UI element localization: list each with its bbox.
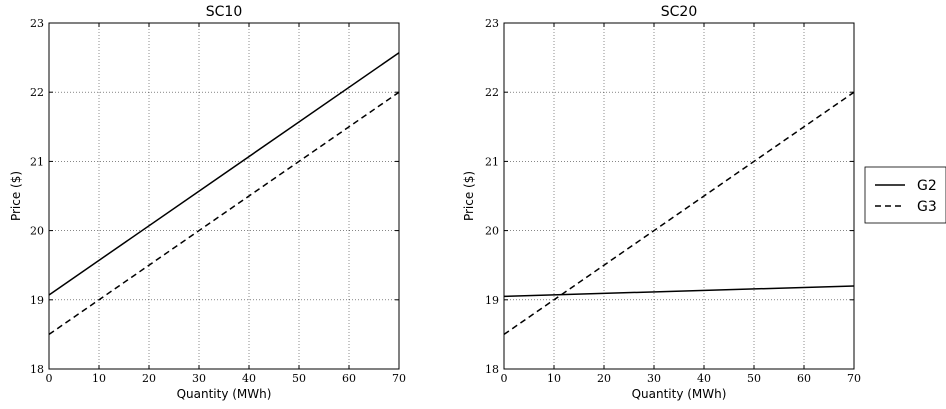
legend-frame: [864, 166, 946, 224]
y-tick-label: 21: [485, 155, 499, 168]
plot-frame: [48, 22, 400, 370]
x-tick-label: 50: [747, 372, 761, 385]
y-axis-label: Price ($): [462, 171, 476, 221]
plot-area: 0 10 20 30 40 50 60 70 18 19 20 21 22 23: [30, 17, 406, 385]
y-tick-label: 22: [485, 86, 499, 99]
x-tick-label: 30: [647, 372, 661, 385]
x-tick-label: 50: [292, 372, 306, 385]
x-tick-label: 60: [797, 372, 811, 385]
series-line-g3: [503, 91, 855, 336]
legend-label-g2: G2: [917, 178, 937, 194]
series-line-g2: [503, 285, 855, 298]
x-tick-label: 0: [46, 372, 53, 385]
chart-title: SC10: [206, 4, 242, 20]
x-tick-label: 40: [242, 372, 256, 385]
series-line-g3: [48, 91, 400, 336]
plot-area: 0 10 20 30 40 50 60 70 18 19 20 21 22 23: [485, 17, 861, 385]
x-tick-label: 30: [192, 372, 206, 385]
series-line-g2: [48, 52, 400, 296]
chart-sc20: SC20 Quantity (MWh) Price ($) 0 10 20 30 40 5…: [462, 4, 861, 401]
y-axis-label: Price ($): [9, 171, 23, 221]
x-tick-label: 20: [142, 372, 156, 385]
legend-label-g3: G3: [917, 199, 937, 215]
y-tick-label: 21: [30, 155, 44, 168]
plot-frame: [503, 22, 855, 370]
x-tick-label: 0: [501, 372, 508, 385]
x-tick-label: 60: [342, 372, 356, 385]
chart-title: SC20: [661, 4, 697, 20]
y-tick-label: 22: [30, 86, 44, 99]
x-axis-label: Quantity (MWh): [177, 387, 272, 401]
y-tick-label: 20: [485, 225, 499, 238]
x-tick-label: 70: [392, 372, 406, 385]
x-tick-label: 20: [597, 372, 611, 385]
y-tick-label: 19: [485, 294, 499, 307]
y-tick-label: 19: [30, 294, 44, 307]
chart-sc10: SC10 Quantity (MWh) Price ($) 0 10 20 30 40 5…: [9, 4, 406, 401]
x-tick-label: 10: [547, 372, 561, 385]
x-tick-label: 70: [847, 372, 861, 385]
y-tick-label: 20: [30, 225, 44, 238]
y-tick-label: 18: [30, 363, 44, 376]
y-tick-label: 23: [30, 17, 44, 30]
y-tick-label: 23: [485, 17, 499, 30]
y-tick-label: 18: [485, 363, 499, 376]
legend: G2 G3: [864, 166, 946, 224]
x-tick-label: 40: [697, 372, 711, 385]
x-axis-label: Quantity (MWh): [632, 387, 727, 401]
x-tick-label: 10: [92, 372, 106, 385]
